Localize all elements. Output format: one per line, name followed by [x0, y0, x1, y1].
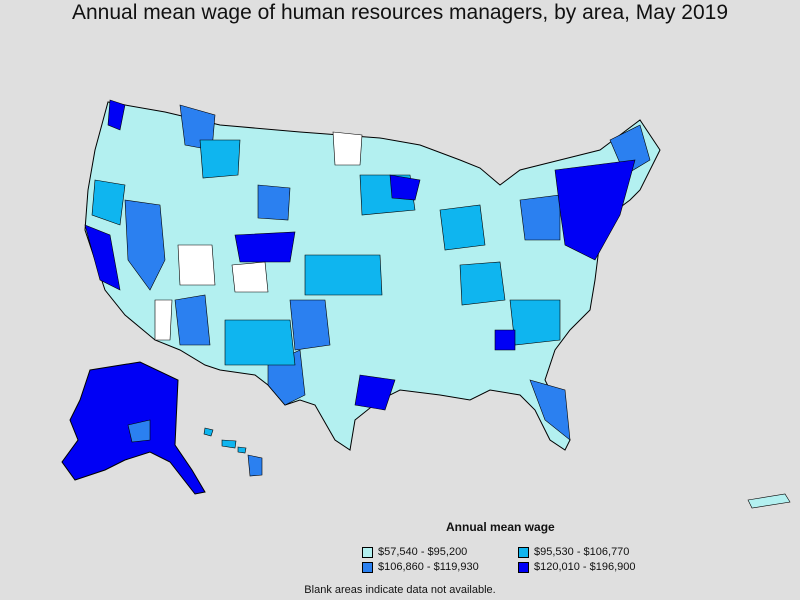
legend-swatch [362, 561, 373, 573]
map-region [107, 99, 126, 131]
hawaii-island [203, 427, 214, 437]
map-region [234, 231, 296, 263]
legend-title: Annual mean wage [446, 520, 555, 534]
map-region [459, 261, 506, 306]
map-region [304, 254, 383, 296]
legend-swatch [518, 561, 529, 573]
map-region [289, 299, 331, 351]
blank-region [231, 261, 269, 293]
map-title: Annual mean wage of human resources mana… [71, 1, 729, 24]
blank-region [154, 299, 173, 341]
blank-region [177, 244, 216, 286]
hawaii-island [237, 446, 247, 454]
blank-region [332, 131, 363, 166]
map-region [529, 379, 571, 441]
map-region [439, 204, 486, 251]
alaska-region [127, 419, 151, 443]
hawaii-island [247, 454, 263, 477]
legend-item-4: $120,010 - $196,900 [518, 561, 636, 573]
map-region [494, 329, 516, 351]
map-region [174, 294, 211, 346]
legend-label: $95,530 - $106,770 [534, 546, 630, 558]
puerto-rico-region [747, 493, 791, 509]
legend-item-3: $106,860 - $119,930 [362, 561, 479, 573]
map-region [124, 199, 166, 291]
legend-swatch [362, 546, 373, 558]
map-region [224, 319, 296, 366]
map-region [199, 139, 241, 179]
legend-label: $120,010 - $196,900 [534, 561, 636, 573]
legend-label: $57,540 - $95,200 [378, 546, 468, 558]
map-region [519, 194, 561, 241]
legend-swatch [518, 546, 529, 558]
map-region [509, 299, 561, 346]
footnote: Blank areas indicate data not available. [304, 584, 496, 596]
legend-item-1: $57,540 - $95,200 [362, 546, 467, 558]
map-region [91, 179, 126, 226]
legend-item-2: $95,530 - $106,770 [518, 546, 629, 558]
map-region [554, 159, 636, 261]
legend-label: $106,860 - $119,930 [378, 561, 479, 573]
hawaii-island [221, 439, 237, 449]
map-region [389, 174, 421, 201]
map-region [257, 184, 291, 221]
map-region [84, 224, 121, 291]
map-region [354, 374, 396, 411]
